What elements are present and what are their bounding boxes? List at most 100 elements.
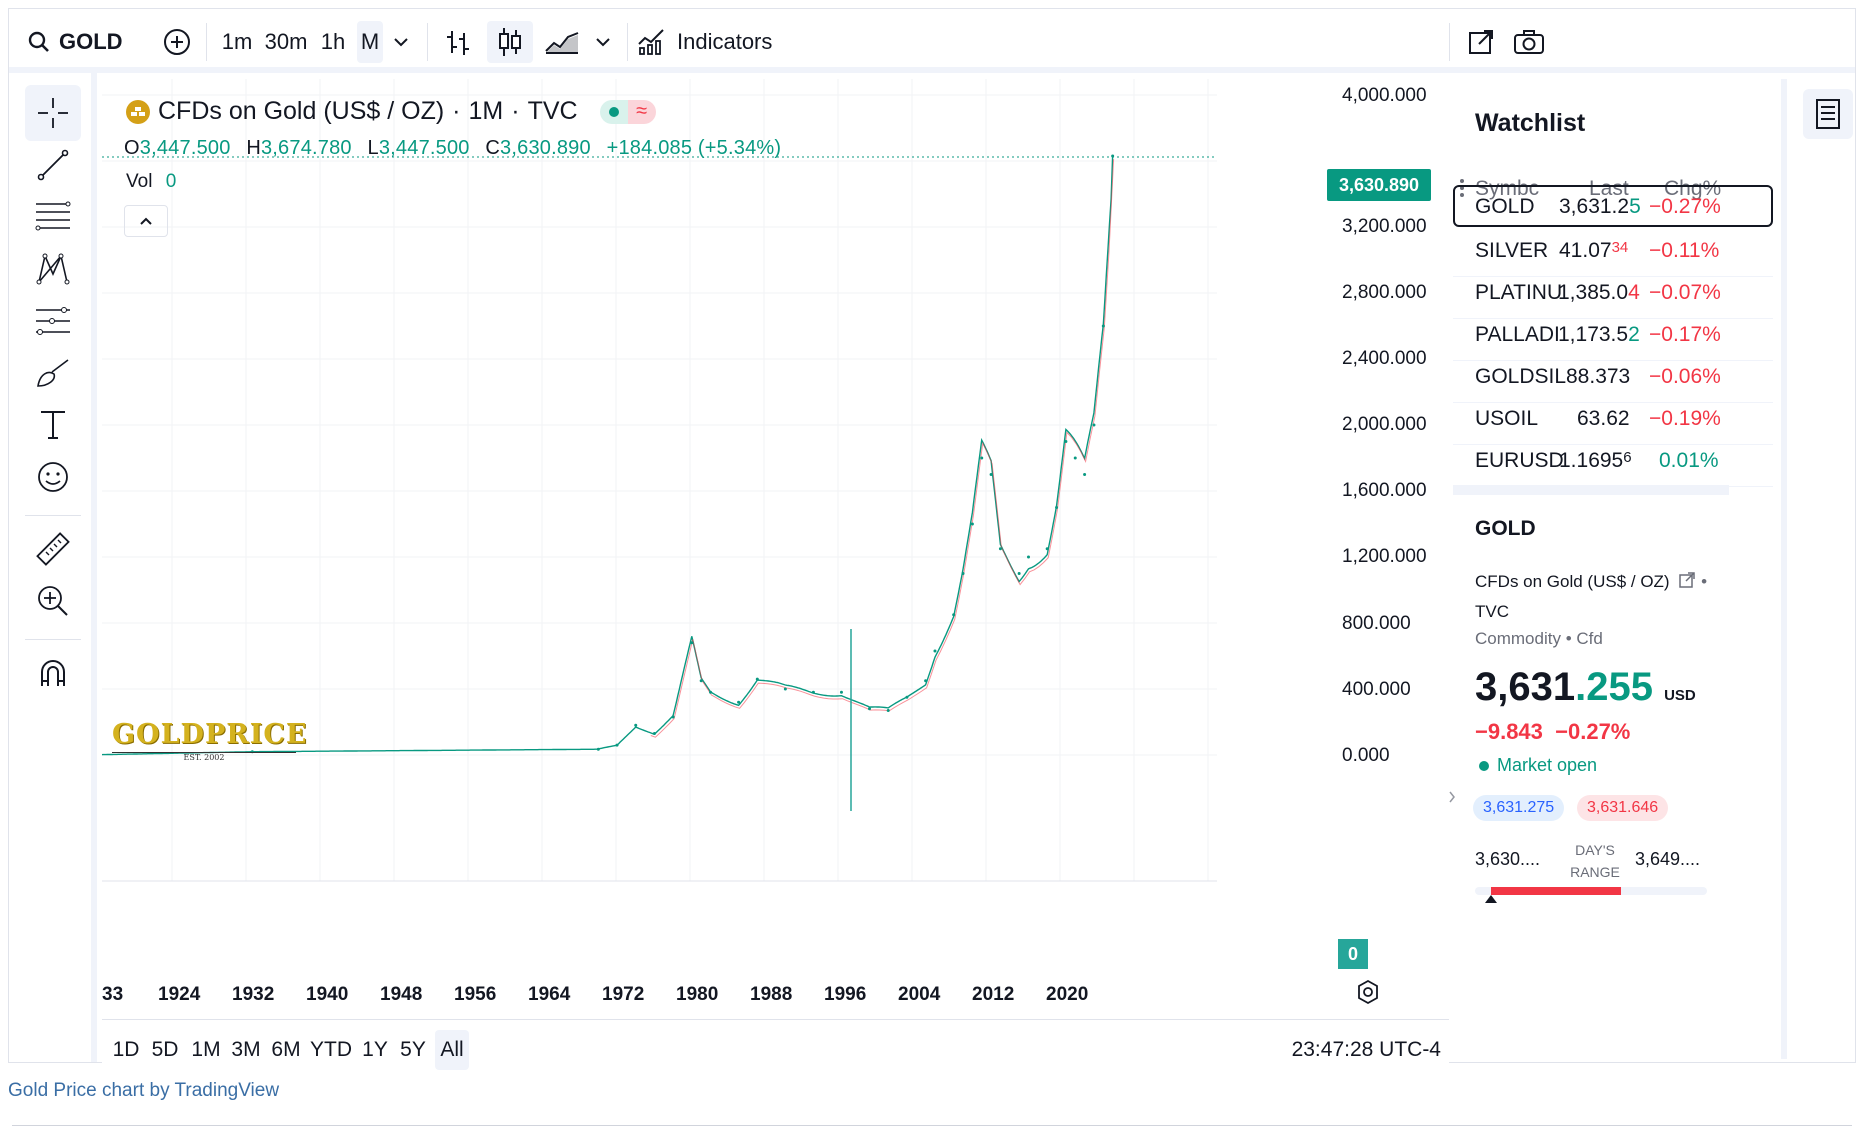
area-style-button[interactable] [539, 21, 585, 63]
compare-button[interactable] [157, 21, 197, 63]
watchlist-col-symbol[interactable]: Symbc [1475, 177, 1540, 200]
symbol-details: GOLD CFDs on Gold (US$ / OZ) • TVC Commo… [1453, 489, 1773, 1059]
smiley-icon [38, 462, 68, 492]
time-axis-tick: 1972 [602, 984, 645, 1005]
legend-dot: · [452, 97, 461, 125]
price-point-2015 [1017, 572, 1021, 575]
time-axis-tick: 2004 [898, 984, 941, 1005]
fib-retracement-tool[interactable] [25, 189, 81, 245]
toolbar-divider [1449, 23, 1450, 61]
screenshot-button[interactable] [1509, 21, 1549, 63]
zoom-in-tool[interactable] [25, 573, 81, 629]
time-axis-tick: 1980 [676, 984, 719, 1005]
interval-1h[interactable]: 1h [320, 29, 346, 54]
external-link-icon[interactable] [1678, 571, 1696, 589]
range-3m[interactable]: 3M [231, 1038, 261, 1061]
collapse-legend-button[interactable] [124, 205, 168, 237]
candles-style-button[interactable] [487, 21, 533, 63]
crosshair-icon [38, 98, 68, 128]
indicators-button[interactable]: Indicators [637, 21, 777, 63]
watchlist-last-main: 1.1695 [1559, 449, 1624, 472]
watchlist-last: 63.62 [1577, 407, 1630, 431]
range-6m[interactable]: 6M [271, 1038, 301, 1061]
price-chart[interactable] [102, 79, 1449, 1019]
price-point-2006 [933, 649, 937, 653]
fib-lines-icon [35, 201, 71, 231]
time-axis-tick: 1924 [158, 984, 201, 1005]
chart-type-dropdown[interactable] [589, 21, 617, 63]
trend-line-tool[interactable] [25, 137, 81, 193]
watchlist-row-gold[interactable]: GOLD 3,631.25 −0.27% [1453, 185, 1773, 227]
watchlist-row-palladium[interactable]: PALLADI 1,173.52 −0.17% [1453, 311, 1773, 361]
watchlist-last-main: 63.62 [1577, 407, 1630, 430]
watchlist-row-eurusd[interactable]: EURUSD 1.16956 0.01% [1453, 437, 1773, 487]
watchlist-col-chg[interactable]: Chg% [1664, 177, 1722, 200]
price-point-2024 [1101, 324, 1105, 328]
top-toolbar: GOLD 1m 30m 1h M Indicators [9, 9, 1855, 73]
pattern-tool[interactable] [25, 241, 81, 297]
details-symbol: GOLD [1475, 517, 1536, 540]
high-label: H [246, 137, 261, 159]
watchlist-row-platinum[interactable]: PLATINU 1,385.04 −0.07% [1453, 269, 1773, 319]
interval-dropdown[interactable] [387, 21, 415, 63]
watchlist-col-last[interactable]: Last [1589, 177, 1629, 200]
symbol-label: GOLD [59, 29, 123, 54]
watermark-logo-text: GOLDPRICE [112, 719, 308, 750]
column-options-icon[interactable] [1459, 177, 1465, 205]
day-range-label-1: DAY'S [1575, 842, 1615, 858]
crosshair-tool[interactable] [25, 85, 81, 141]
price-axis-tick: 3,200.000 [1342, 216, 1427, 237]
interval-30m[interactable]: 30m [264, 29, 308, 54]
watchlist-toggle-button[interactable] [1803, 89, 1853, 139]
watchlist-scrollbar[interactable] [1453, 485, 1729, 491]
symbol-search[interactable]: GOLD [21, 21, 137, 63]
price-point-1993 [811, 690, 815, 694]
chart-pane[interactable]: CFDs on Gold (US$ / OZ) · 1M · TVC ≈ O3,… [102, 79, 1449, 1074]
range-1y[interactable]: 1Y [362, 1038, 388, 1061]
interval-1m[interactable]: 1m [221, 29, 253, 54]
day-range-label: DAY'S RANGE [1565, 839, 1625, 883]
details-change: −9.843 −0.27% [1475, 719, 1630, 745]
price-point-2018 [1045, 547, 1049, 551]
time-axis-tick: 1996 [824, 984, 867, 1005]
price-point-2013 [998, 547, 1002, 551]
volume-value: 0 [165, 171, 177, 192]
range-1d[interactable]: 1D [112, 1038, 140, 1061]
chart-settings-button[interactable] [1355, 979, 1381, 1010]
range-ytd[interactable]: YTD [310, 1038, 352, 1061]
watchlist-symbol: GOLDSIL [1475, 365, 1567, 388]
price-point-2022 [1083, 473, 1087, 476]
widget-frame: GOLD 1m 30m 1h M Indicators [8, 8, 1856, 1074]
range-all[interactable]: All [435, 1030, 469, 1070]
time-axis-tick: 33 [102, 984, 124, 1005]
details-category-row: Commodity • Cfd [1475, 629, 1603, 649]
bars-style-button[interactable] [437, 21, 479, 63]
measure-tool[interactable] [25, 521, 81, 577]
watchlist-row-usoil[interactable]: USOIL 63.62 −0.19% [1453, 395, 1773, 445]
brush-tool[interactable] [25, 345, 81, 401]
text-tool[interactable] [25, 397, 81, 453]
day-range-low: 3,630.... [1475, 849, 1541, 869]
range-5d[interactable]: 5D [151, 1038, 179, 1061]
open-popup-button[interactable] [1461, 21, 1501, 63]
watchlist-row-silver[interactable]: SILVER 41.0734 −0.11% [1453, 227, 1773, 277]
range-1m[interactable]: 1M [191, 1038, 221, 1061]
watchlist-row-goldsilver[interactable]: GOLDSIL 88.373 −0.06% [1453, 353, 1773, 403]
interval-month[interactable]: M [357, 21, 383, 63]
emoji-tool[interactable] [25, 449, 81, 505]
search-icon [28, 31, 49, 52]
legend-interval: 1M [468, 97, 504, 125]
range-5y[interactable]: 5Y [400, 1038, 426, 1061]
close-value: 3,630.890 [500, 137, 591, 159]
panel-collapse-handle[interactable] [1447, 779, 1457, 815]
time-axis-tick: 1940 [306, 984, 349, 1005]
prediction-icon [36, 307, 70, 335]
market-status-pill[interactable]: ≈ [599, 99, 656, 124]
list-icon [1816, 99, 1840, 129]
watchlist-title: Watchlist [1475, 109, 1586, 137]
forecast-tool[interactable] [25, 293, 81, 349]
delayed-data-icon: ≈ [627, 99, 656, 124]
ask-price-pill: 3,631.646 [1577, 795, 1669, 821]
tradingview-attribution-link[interactable]: Gold Price chart by TradingView [8, 1080, 280, 1101]
magnet-tool[interactable] [25, 645, 81, 701]
